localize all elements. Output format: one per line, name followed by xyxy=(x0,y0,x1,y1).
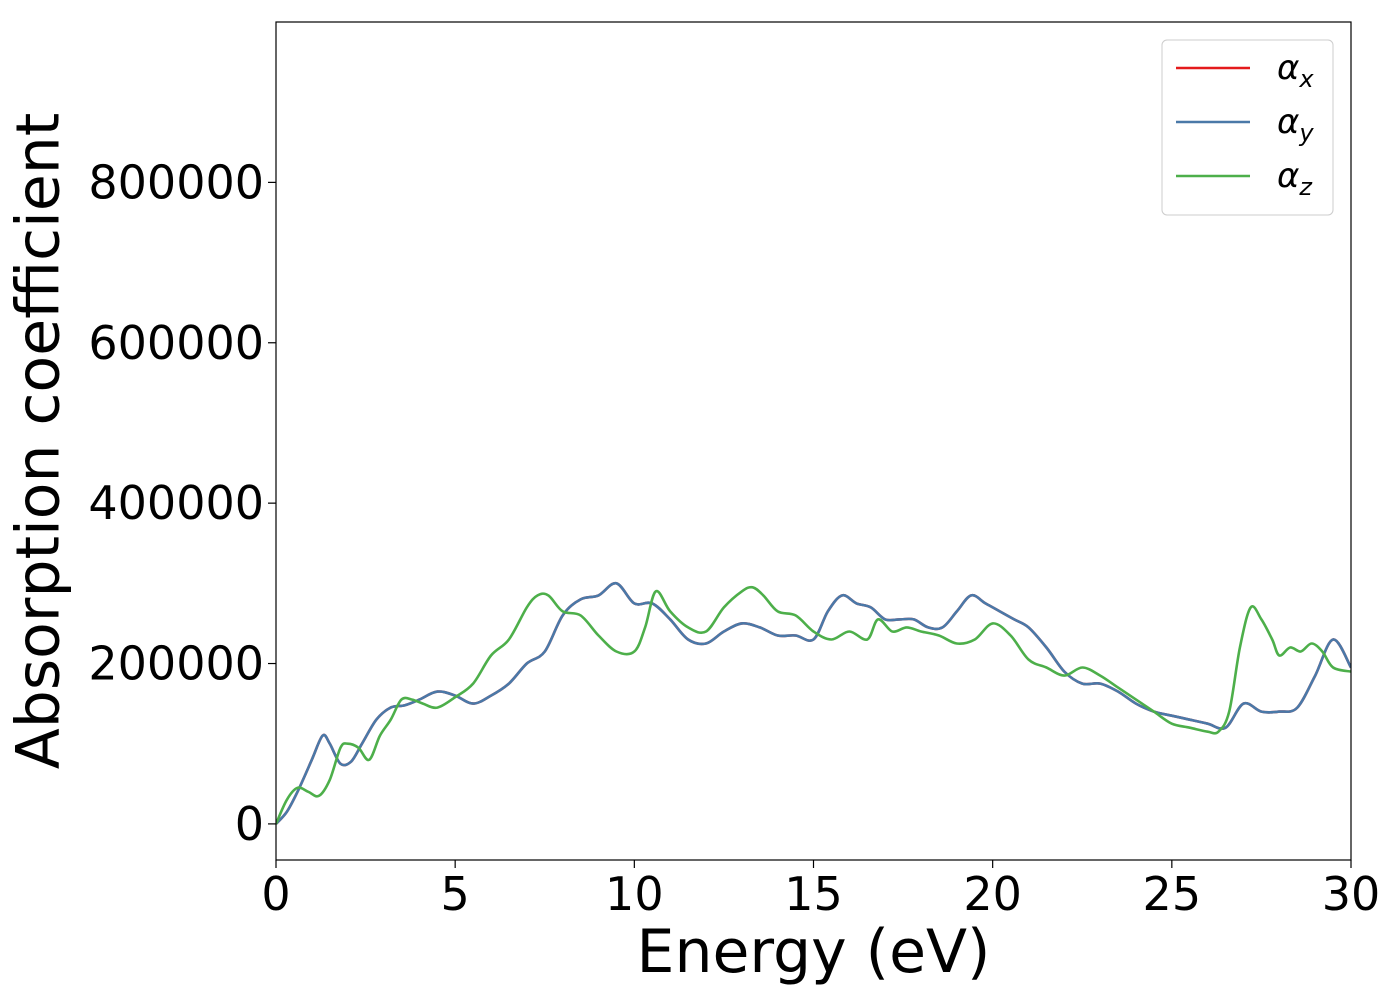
y-tick-label: 600000 xyxy=(88,316,264,370)
series-line-x xyxy=(276,581,1351,825)
series-line-y xyxy=(276,581,1351,825)
x-axis: 0 5 10 15 20 25 30 xyxy=(261,860,1380,921)
x-tick-label: 0 xyxy=(261,867,290,921)
y-tick-label: 400000 xyxy=(88,476,264,530)
x-tick-label: 10 xyxy=(605,867,664,921)
y-tick-label: 200000 xyxy=(88,637,264,691)
x-tick-label: 30 xyxy=(1322,867,1381,921)
x-axis-title: Energy (eV) xyxy=(637,917,991,987)
series-lines xyxy=(276,581,1351,825)
legend-box xyxy=(1161,39,1334,216)
y-axis-title: Absorption coefficient xyxy=(4,113,74,770)
x-tick-label: 15 xyxy=(784,867,843,921)
x-tick-label: 25 xyxy=(1143,867,1202,921)
y-tick-label: 800000 xyxy=(88,155,264,209)
y-axis: 0 200000 400000 600000 800000 xyxy=(88,155,276,851)
y-tick-label: 0 xyxy=(235,797,264,851)
x-tick-label: 5 xyxy=(441,867,470,921)
x-tick-label: 20 xyxy=(963,867,1022,921)
series-line-z xyxy=(276,585,1351,825)
